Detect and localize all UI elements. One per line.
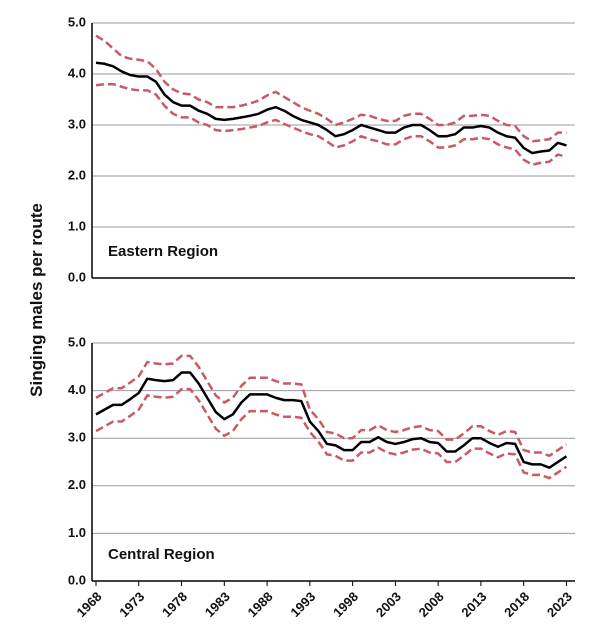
y-tick-label: 2.0 [68,477,86,492]
y-tick-label: 5.0 [68,334,86,349]
x-tick-label: 1988 [245,589,276,620]
y-tick-label: 0.0 [68,572,86,587]
x-tick-label: 1983 [202,589,233,620]
x-tick-label: 1968 [73,589,104,620]
x-tick-label: 2008 [416,589,447,620]
x-tick-label: 2018 [501,589,532,620]
region-label: Eastern Region [108,243,218,260]
x-tick-label: 2003 [373,589,404,620]
x-tick-label: 1978 [159,589,190,620]
y-tick-label: 2.0 [68,167,86,182]
y-tick-label: 3.0 [68,116,86,131]
x-tick-label: 1973 [116,589,147,620]
series-line [95,354,568,458]
region-label: Central Region [108,546,215,563]
y-tick-label: 3.0 [68,430,86,445]
series-line [95,34,567,143]
series-line [95,82,567,167]
y-tick-label: 4.0 [68,65,86,80]
y-axis-label: Singing males per route [27,203,46,397]
y-tick-label: 5.0 [68,14,86,29]
x-tick-label: 2013 [458,589,489,620]
series-line [95,61,567,155]
series-line [95,371,568,469]
series-line [95,387,568,480]
y-tick-label: 0.0 [68,269,86,284]
x-tick-label: 1998 [330,589,361,620]
y-tick-label: 1.0 [68,525,86,540]
x-tick-label: 1993 [287,589,318,620]
y-tick-label: 4.0 [68,382,86,397]
y-tick-label: 1.0 [68,218,86,233]
x-tick-label: 2023 [544,589,575,620]
